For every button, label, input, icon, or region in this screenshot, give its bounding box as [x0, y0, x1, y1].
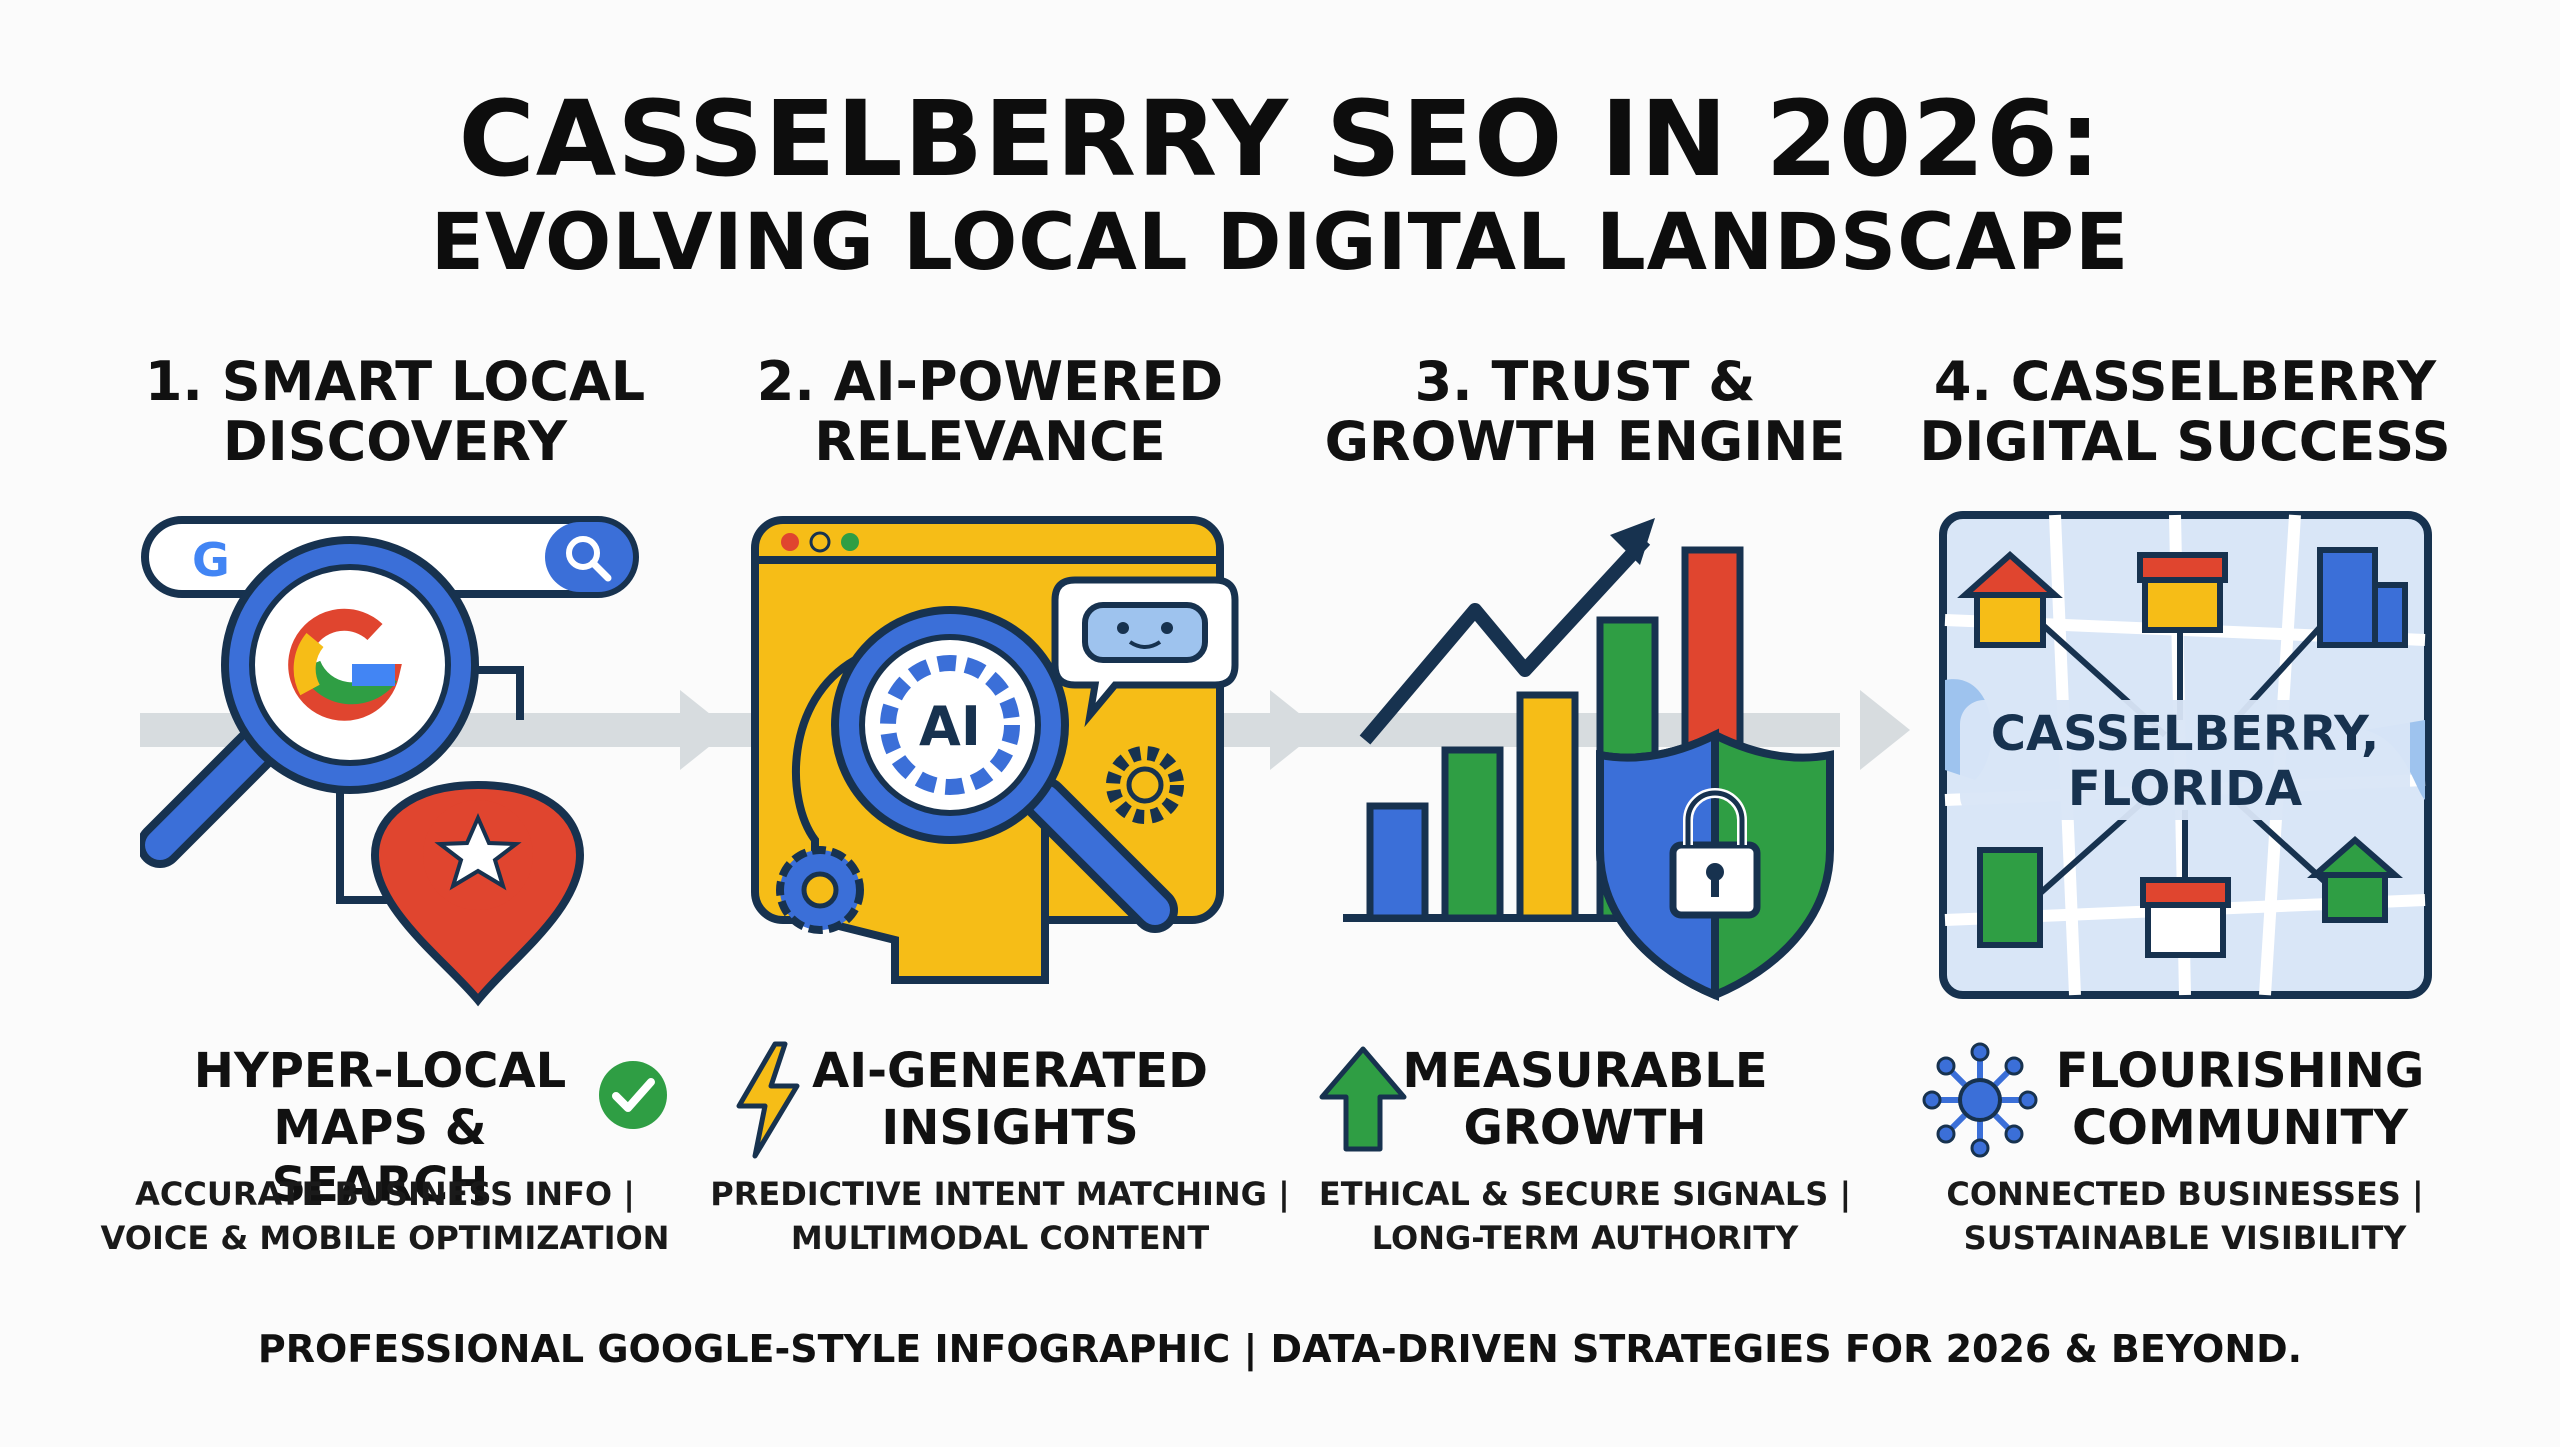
map-label-state: FLORIDA	[2068, 761, 2302, 817]
map-label-city: CASSELBERRY,	[1991, 706, 2379, 762]
network-hub-icon	[1922, 1042, 2038, 1158]
step-4-description: CONNECTED BUSINESSES | SUSTAINABLE VISIBI…	[1946, 1175, 2424, 1257]
growth-engine-illustration	[1343, 518, 1834, 1002]
ai-label: AI	[919, 695, 981, 758]
step-2-description: PREDICTIVE INTENT MATCHING | MULTIMODAL C…	[710, 1175, 1290, 1257]
step-4-subheading: FLOURISHING COMMUNITY	[2055, 1043, 2425, 1156]
search-discovery-illustration: G	[140, 516, 639, 1007]
step-1-description: ACCURATE BUSINESS INFO | VOICE & MOBILE O…	[100, 1175, 670, 1257]
main-subtitle: EVOLVING LOCAL DIGITAL LANDSCAPE	[430, 198, 2130, 288]
ai-relevance-illustration: AI	[751, 516, 1239, 984]
step-1-subheading: HYPER-LOCAL MAPS & SEARCH	[193, 1043, 567, 1213]
step-1-heading: 1. SMART LOCAL DISCOVERY	[144, 350, 646, 473]
check-circle-icon	[599, 1061, 667, 1129]
step-2-heading: 2. AI-POWERED RELEVANCE	[756, 350, 1224, 473]
casselberry-map-illustration: CASSELBERRY, FLORIDA	[1939, 511, 2432, 999]
svg-text:G: G	[192, 533, 230, 587]
lightning-bolt-icon	[736, 1041, 800, 1159]
up-arrow-icon	[1319, 1046, 1407, 1152]
step-3-subheading: MEASURABLE GROWTH	[1402, 1043, 1768, 1156]
step-2-subheading: AI-GENERATED INSIGHTS	[812, 1043, 1208, 1156]
step-3-description: ETHICAL & SECURE SIGNALS | LONG-TERM AUTH…	[1318, 1175, 1852, 1257]
step-3-heading: 3. TRUST & GROWTH ENGINE	[1324, 350, 1846, 473]
main-title: CASSELBERRY SEO IN 2026:	[458, 78, 2102, 200]
footer-tagline: PROFESSIONAL GOOGLE-STYLE INFOGRAPHIC | …	[257, 1327, 2303, 1371]
step-4-heading: 4. CASSELBERRY DIGITAL SUCCESS	[1919, 350, 2451, 473]
